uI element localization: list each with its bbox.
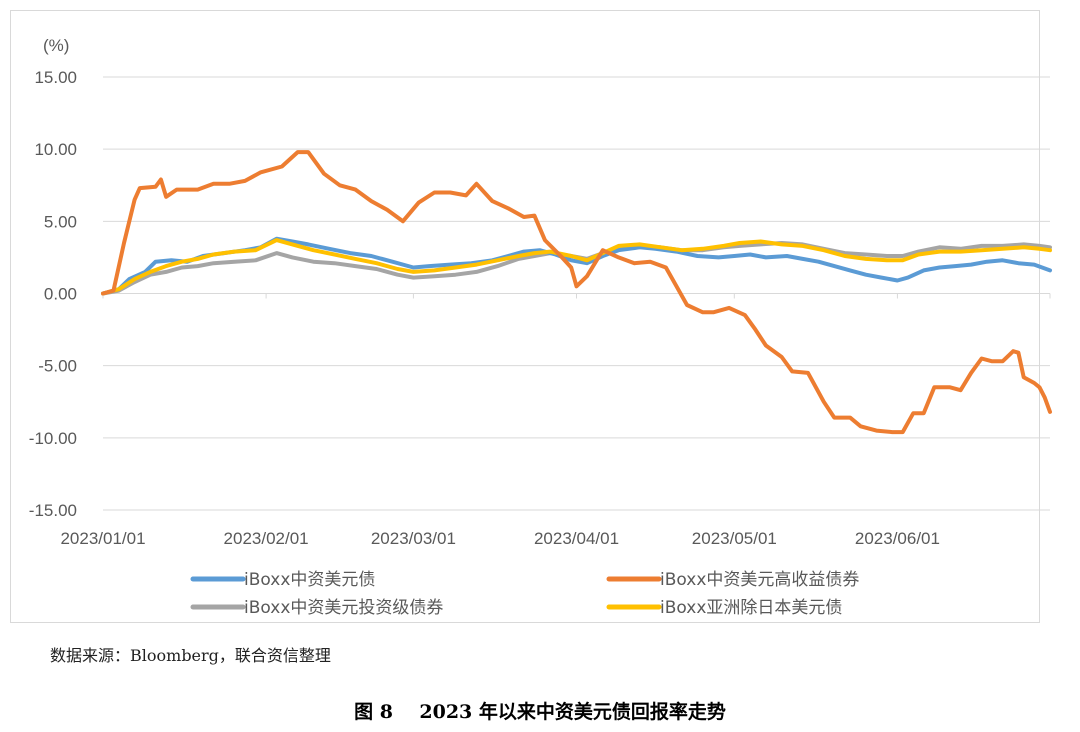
y-tick-label: -5.00	[38, 357, 77, 376]
y-tick-label: 15.00	[34, 68, 77, 87]
series-line-3	[101, 238, 1052, 296]
x-tick-label: 2023/05/01	[692, 529, 777, 548]
legend: iBoxx中资美元债 iBoxx中资美元高收益债券 iBoxx中资美元投资级债券 iB…	[190, 570, 859, 618]
y-tick-label: 10.00	[34, 140, 77, 159]
y-unit-label: (%)	[43, 36, 69, 55]
x-tick-label: 2023/01/01	[60, 529, 145, 548]
x-tick-label: 2023/04/01	[534, 529, 619, 548]
source-note: 数据来源：Bloomberg，联合资信整理	[50, 646, 331, 665]
figure-caption: 图 8 2023 年以来中资美元债回报率走势	[354, 701, 726, 723]
x-tick-label: 2023/02/01	[224, 529, 309, 548]
series-line-1	[101, 150, 1052, 435]
x-tick-label: 2023/03/01	[371, 529, 456, 548]
series-lines	[101, 150, 1052, 435]
y-tick-label: 5.00	[44, 212, 77, 231]
legend-label: iBoxx中资美元高收益债券	[660, 570, 859, 590]
y-tick-label: 0.00	[44, 285, 77, 304]
legend-label: iBoxx中资美元债	[244, 570, 375, 590]
x-tick-label: 2023/06/01	[855, 529, 940, 548]
chart-frame	[10, 10, 1040, 623]
y-axis-ticks: 15.00 10.00 5.00 0.00 -5.00 -10.00 -15.00	[29, 68, 77, 520]
legend-label: iBoxx中资美元投资级债券	[244, 598, 443, 618]
line-chart: 15.00 10.00 5.00 0.00 -5.00 -10.00 -15.00 2023…	[29, 36, 1052, 618]
y-tick-label: -15.00	[29, 501, 77, 520]
gridlines	[103, 76, 1050, 511]
y-tick-label: -10.00	[29, 429, 77, 448]
x-axis-ticks: 2023/01/01 2023/02/01 2023/03/01 2023/04/01…	[60, 293, 1051, 548]
legend-label: iBoxx亚洲除日本美元债	[660, 598, 842, 618]
